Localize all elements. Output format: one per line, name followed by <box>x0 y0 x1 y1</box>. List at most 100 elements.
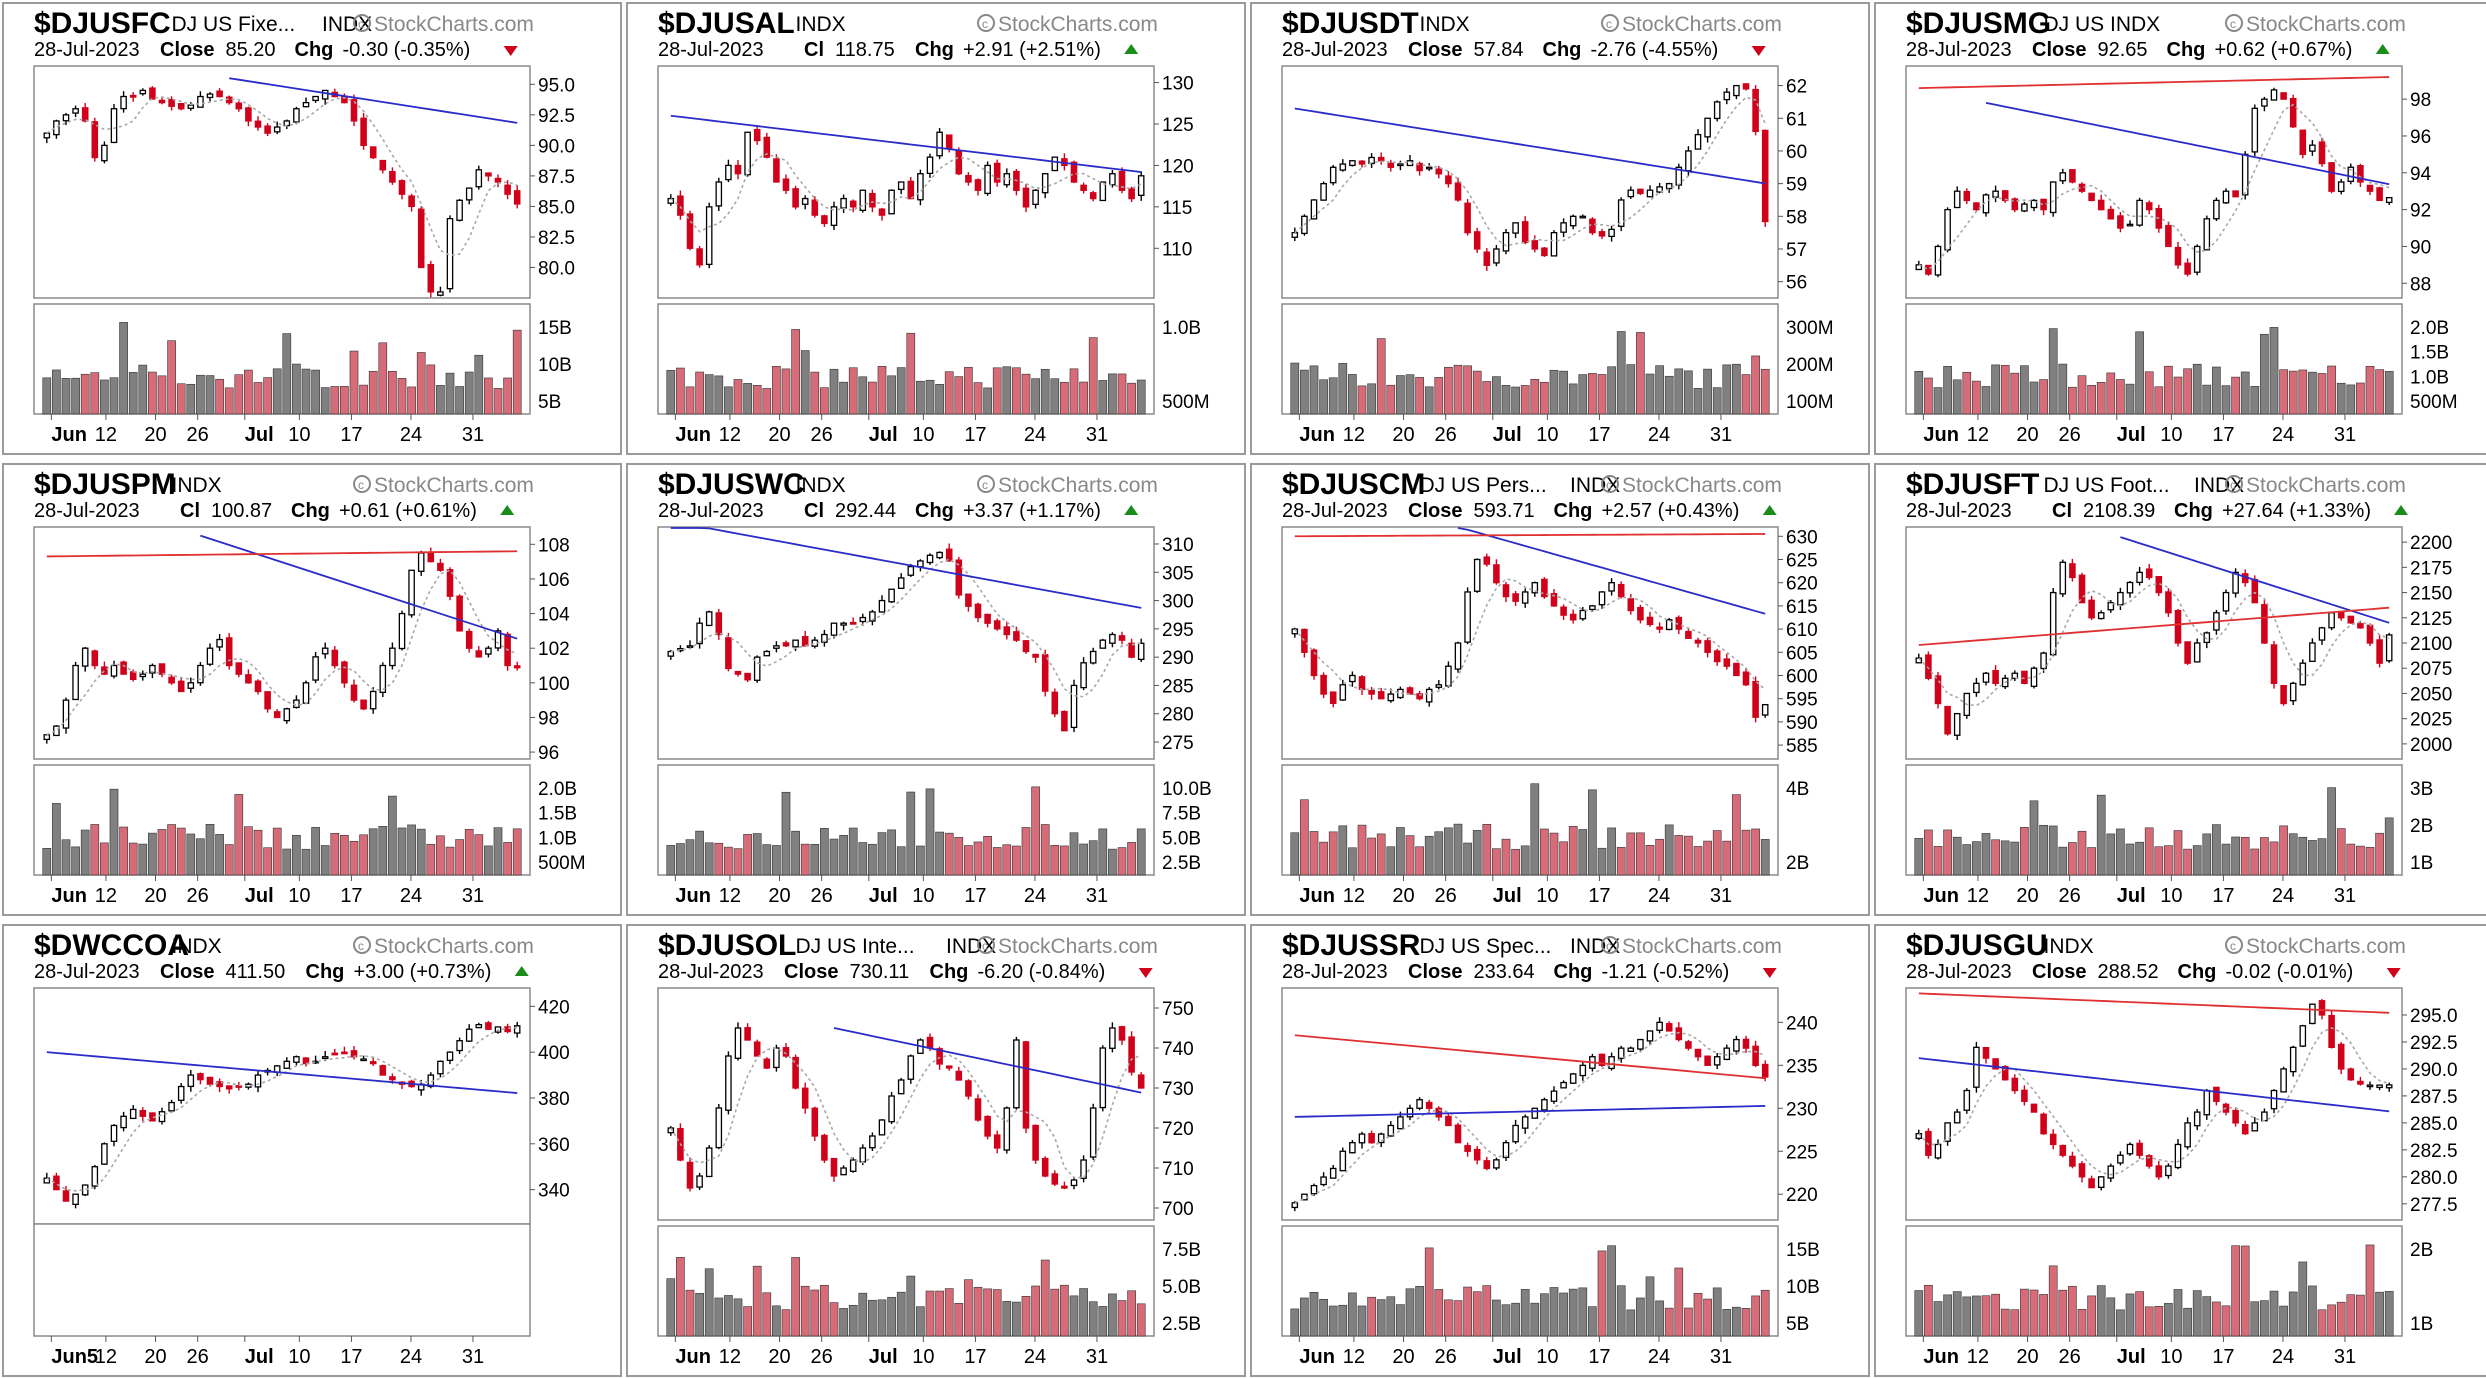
candle-body <box>206 93 214 99</box>
close-label: Close <box>160 961 214 983</box>
volume-bar <box>877 1299 887 1337</box>
candle-body <box>1982 672 1990 683</box>
candle-body <box>1339 163 1347 171</box>
volume-bar <box>810 843 820 876</box>
volume-bar <box>109 377 119 415</box>
candle-body <box>2040 652 2047 670</box>
volume-bar <box>752 833 762 876</box>
change-value: -2.76 (-4.55%) <box>1591 39 1719 61</box>
price-plot-area <box>657 65 1155 299</box>
candle-body <box>725 164 732 181</box>
candle-body <box>197 664 204 684</box>
candle-body <box>437 562 444 571</box>
exchange-label: INDX <box>172 474 222 497</box>
y-tick-label: 700 <box>1162 1199 1194 1220</box>
volume-bar <box>349 840 359 876</box>
volume-bar <box>1098 1306 1108 1337</box>
y-tick-label: 285.0 <box>2410 1114 2458 1135</box>
x-tick-label: 10 <box>2160 424 2182 446</box>
volume-bar <box>983 1288 992 1337</box>
chart-symbol: $DJUSFC <box>34 7 171 40</box>
volume-bar <box>1991 839 2000 876</box>
change-value: +2.91 (+2.51%) <box>963 39 1101 61</box>
chart-symbol: $DJUSCM <box>1282 468 1425 501</box>
volume-bar <box>1549 1287 1559 1337</box>
volume-bar <box>1444 827 1453 876</box>
x-tick-label: 20 <box>1392 885 1414 907</box>
arrow-up-icon <box>1124 505 1139 515</box>
candle-body <box>446 1051 454 1061</box>
candle-body <box>715 1107 723 1149</box>
y-tick-label: 225 <box>1786 1142 1818 1163</box>
x-tick-label: 10 <box>1536 424 1558 446</box>
volume-tick-label: 10B <box>538 355 572 376</box>
copyright-icon <box>977 936 995 954</box>
volume-bar <box>820 1284 829 1337</box>
candle-body <box>1925 264 1932 275</box>
volume-bar <box>1367 1296 1376 1337</box>
x-tick-label: 31 <box>1710 424 1732 446</box>
candle-body <box>2280 1068 2287 1093</box>
candle-body <box>878 599 886 613</box>
volume-bar <box>1415 846 1424 876</box>
candle-body <box>1080 662 1087 689</box>
candle-body <box>744 131 751 176</box>
change-value: +27.64 (+1.33%) <box>2222 500 2371 522</box>
close-label: Close <box>1408 500 1462 522</box>
y-tick-label: 59 <box>1786 175 1807 196</box>
volume-bar <box>1952 836 1962 876</box>
copyright-icon <box>977 14 995 32</box>
y-tick-label: 2125 <box>2410 609 2452 630</box>
x-tick-label: 12 <box>1967 1346 1989 1368</box>
candle-body <box>1656 626 1663 630</box>
candle-body <box>437 291 444 296</box>
volume-bar <box>2068 386 2077 415</box>
volume-bar <box>1530 1302 1540 1337</box>
volume-bar <box>2077 830 2087 876</box>
candle-body <box>379 1065 387 1076</box>
candle-body <box>2270 1089 2278 1110</box>
stockcharts-watermark: c StockCharts.com <box>353 935 534 958</box>
volume-bar <box>752 1265 762 1337</box>
volume-bar <box>186 833 196 876</box>
x-tick-label: 31 <box>462 424 484 446</box>
volume-bar <box>724 386 733 415</box>
ma-blue-line <box>670 114 1142 173</box>
volume-tick-label: 500M <box>2410 392 2458 413</box>
volume-tick-label: 2B <box>2410 816 2433 837</box>
candle-body <box>1003 1107 1011 1151</box>
volume-bar <box>1568 383 1578 415</box>
change-label: Chg <box>306 961 345 983</box>
volume-bar <box>1002 1301 1012 1337</box>
volume-bar <box>61 839 71 876</box>
volume-bar <box>2096 1285 2106 1337</box>
candle-body <box>2088 1178 2095 1189</box>
candle-body <box>110 108 118 144</box>
volume-bar <box>800 350 810 415</box>
volume-bar <box>176 827 186 876</box>
volume-bar <box>301 368 311 415</box>
candle-body <box>840 197 847 209</box>
volume-bar <box>224 844 234 876</box>
volume-bar <box>205 375 215 415</box>
stockcharts-watermark: c StockCharts.com <box>1601 474 1782 497</box>
candle-body <box>2145 202 2153 211</box>
candle-body <box>1560 222 1567 233</box>
x-tick-label: 24 <box>400 885 422 907</box>
candle-body <box>120 95 127 110</box>
candle-body <box>2309 1003 2316 1025</box>
candle-body <box>139 673 147 678</box>
candle-body <box>1752 88 1759 133</box>
change-label: Chg <box>915 39 954 61</box>
volume-bar <box>2183 1307 2192 1337</box>
volume-bar <box>2346 1294 2356 1337</box>
volume-bar <box>1463 1286 1472 1337</box>
candle-body <box>1521 1116 1529 1129</box>
close-value: 57.84 <box>1474 39 1524 61</box>
chart-date: 28-Jul-2023 <box>1906 961 2012 983</box>
candle-body <box>1934 245 1942 276</box>
volume-bar <box>992 1289 1002 1337</box>
y-tick-label: 360 <box>538 1135 570 1156</box>
